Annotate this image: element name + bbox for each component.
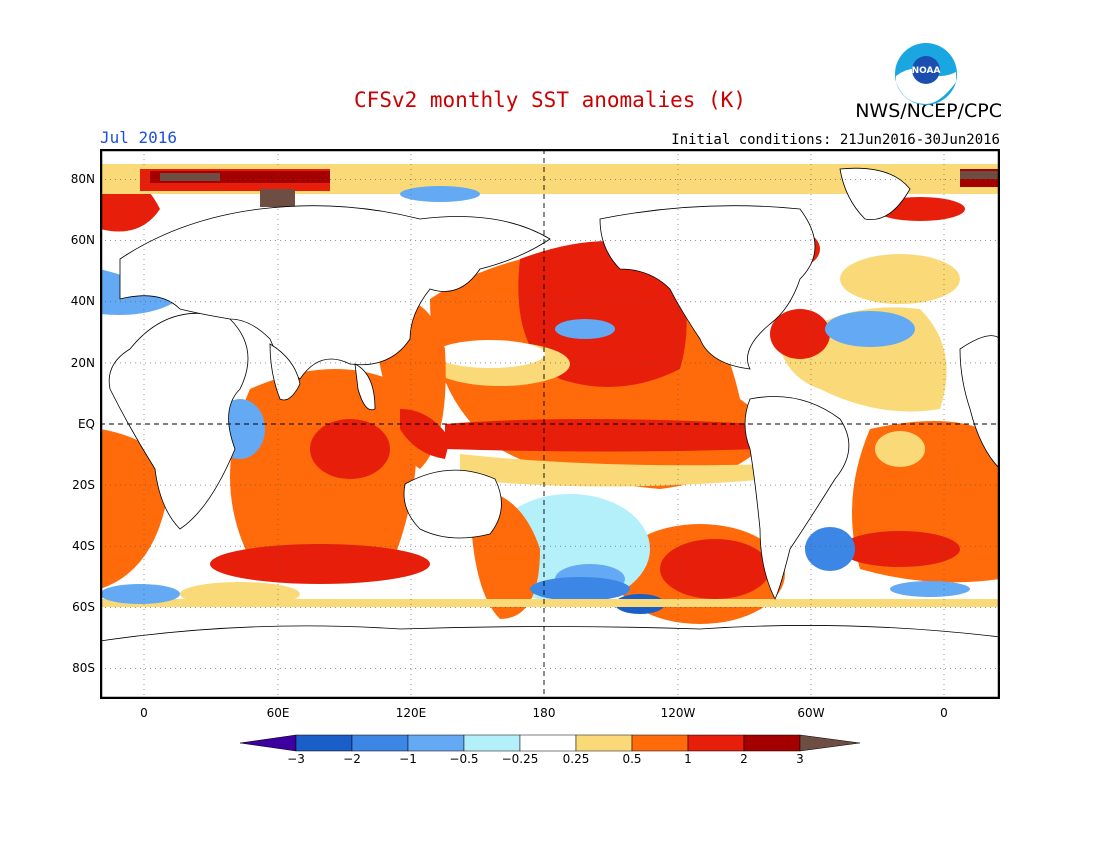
lat-label-60s: 60S	[72, 600, 95, 614]
colorbar-tick: 1	[684, 752, 692, 766]
lat-label-40n: 40N	[70, 294, 95, 308]
lon-label-60e: 60E	[266, 706, 290, 720]
colorbar-tick: −0.25	[501, 752, 539, 766]
colorbar-tick: −2	[343, 752, 361, 766]
colorbar-swatch-6	[575, 734, 633, 752]
land-masses	[100, 167, 1000, 699]
lat-label-60n: 60N	[70, 233, 95, 247]
colorbar-tick: 0.25	[562, 752, 590, 766]
colorbar-swatch-1	[295, 734, 353, 752]
lat-label-20n: 20N	[70, 356, 95, 370]
colorbar-tick: 2	[740, 752, 748, 766]
map-frame	[100, 149, 1000, 699]
lon-label-120e: 120E	[395, 706, 427, 720]
colorbar-tick: −3	[287, 752, 305, 766]
lon-label-0: 0	[140, 706, 148, 720]
lon-label-0-right: 0	[940, 706, 948, 720]
lat-label-40s: 40S	[72, 539, 95, 553]
colorbar	[240, 734, 860, 752]
lat-label-eq: EQ	[77, 417, 95, 431]
organization-label: NWS/NCEP/CPC	[855, 100, 1002, 122]
sst-anomaly-map	[100, 149, 1000, 699]
ocean-anomaly-field	[100, 164, 1000, 624]
lat-label-80s: 80S	[72, 661, 95, 675]
lon-label-60w: 60W	[797, 706, 825, 720]
valid-month-label: Jul 2016	[100, 128, 178, 147]
colorbar-arrow-high	[799, 734, 860, 752]
colorbar-tick: −0.5	[449, 752, 479, 766]
logo-text: NOAA	[912, 66, 941, 76]
noaa-logo: NOAA	[895, 43, 957, 105]
colorbar-swatch-3	[407, 734, 465, 752]
colorbar-swatch-4	[463, 734, 521, 752]
lon-label-120w: 120W	[660, 706, 696, 720]
colorbar-swatch-5	[519, 734, 577, 752]
colorbar-swatch-9	[743, 734, 801, 752]
colorbar-swatch-2	[351, 734, 409, 752]
initial-conditions-label: Initial conditions: 21Jun2016-30Jun2016	[671, 132, 1000, 148]
colorbar-arrow-low	[240, 734, 297, 752]
lat-label-20s: 20S	[72, 478, 95, 492]
colorbar-tick: −1	[399, 752, 417, 766]
colorbar-swatch-7	[631, 734, 689, 752]
colorbar-tick: 0.5	[622, 752, 642, 766]
lat-label-80n: 80N	[70, 172, 95, 186]
equator-dateline	[100, 149, 1000, 699]
colorbar-tick: 3	[796, 752, 804, 766]
map-title: CFSv2 monthly SST anomalies (K)	[354, 88, 746, 112]
lon-label-180: 180	[532, 706, 556, 720]
colorbar-swatch-8	[687, 734, 745, 752]
